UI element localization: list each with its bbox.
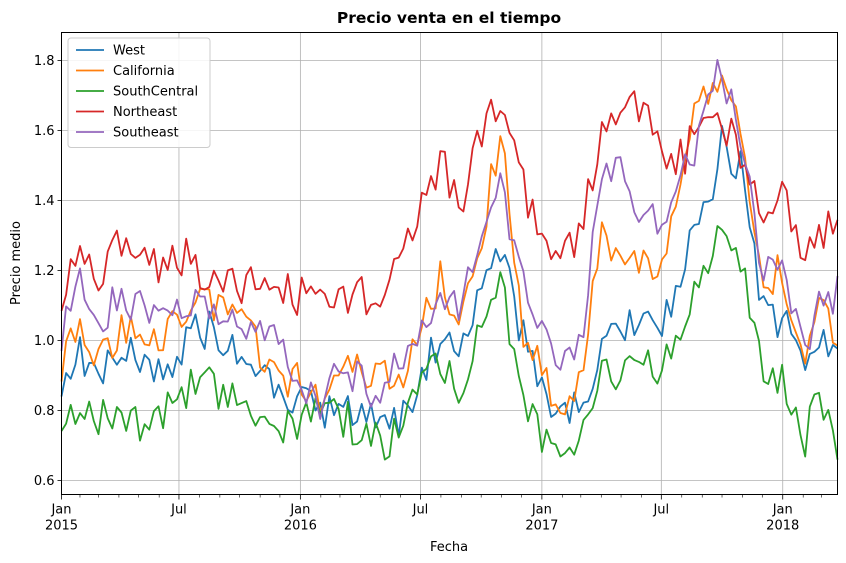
x-tick-label: Jul <box>412 503 429 518</box>
y-tick-label: 0.8 <box>34 404 55 419</box>
legend: West California SouthCentral Northeast South… <box>67 37 211 148</box>
x-tick-year-label: 2015 <box>45 519 78 534</box>
y-tick-label: 1.6 <box>34 124 55 139</box>
series-line-southeast <box>60 59 839 420</box>
y-tick-label: 1.2 <box>34 264 55 279</box>
y-tick-label: 1.8 <box>34 54 55 69</box>
legend-label: Southeast <box>113 126 179 141</box>
x-tick-label: Jul <box>652 503 669 518</box>
legend-label: California <box>113 64 175 79</box>
legend-label: Northeast <box>113 105 177 120</box>
series-lines <box>60 59 839 461</box>
legend-label: West <box>113 44 145 59</box>
legend-label: SouthCentral <box>113 85 198 100</box>
x-tick-label: Jan <box>531 503 552 518</box>
y-axis-label: Precio medio <box>9 221 24 305</box>
series-line-southcentral <box>60 225 839 461</box>
series-line-west <box>60 125 839 437</box>
chart-title: Precio venta en el tiempo <box>337 9 561 27</box>
x-tick-label: Jul <box>170 503 187 518</box>
y-tick-label: 0.6 <box>34 474 55 489</box>
x-tick-label: Jan <box>772 503 793 518</box>
x-tick-year-label: 2018 <box>766 519 799 534</box>
x-axis-label: Fecha <box>430 540 468 555</box>
plot-frame <box>61 32 838 495</box>
series-line-northeast <box>60 90 839 316</box>
x-tick-year-label: 2017 <box>525 519 558 534</box>
x-tick-label: Jan <box>50 503 71 518</box>
y-tick-label: 1.4 <box>34 194 55 209</box>
x-tick-year-label: 2016 <box>284 519 317 534</box>
y-tick-label: 1.0 <box>34 334 55 349</box>
legend-box <box>67 37 211 148</box>
x-tick-label: Jan <box>289 503 310 518</box>
